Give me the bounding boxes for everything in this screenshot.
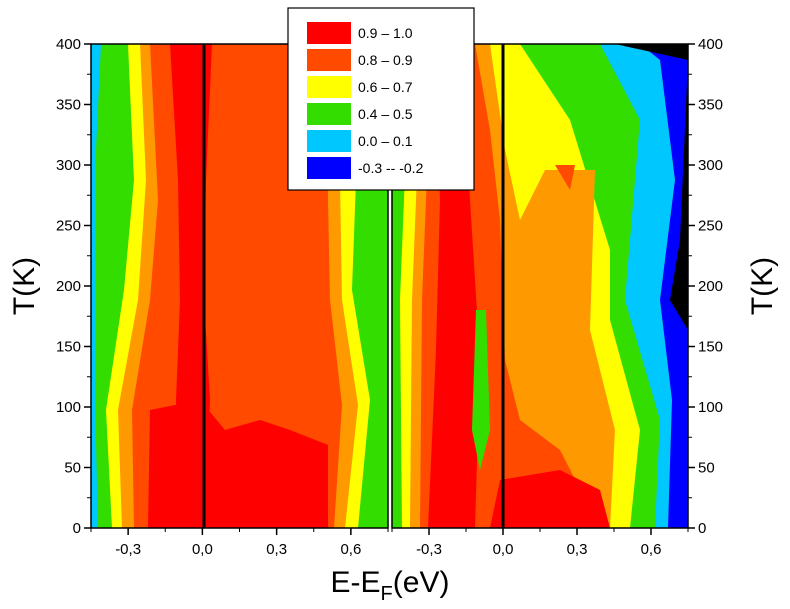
legend-swatch bbox=[307, 130, 351, 152]
left-x-tick-label: 0,3 bbox=[266, 541, 287, 558]
right-y-tick-label: 100 bbox=[698, 399, 723, 416]
right-band-blue bbox=[640, 44, 688, 528]
left-x-tick-label: 0,0 bbox=[192, 541, 213, 558]
left-band-cyan bbox=[91, 44, 101, 528]
right-x-tick-label: 0,6 bbox=[641, 541, 662, 558]
left-y-tick-label: 200 bbox=[56, 278, 81, 295]
right-y-tick-label: 150 bbox=[698, 339, 723, 356]
right-y-tick-label: 350 bbox=[698, 97, 723, 114]
right-band-red-pocket bbox=[555, 165, 575, 190]
right-y-tick-label: 400 bbox=[698, 36, 723, 53]
y-axis-title-left: T(K) bbox=[8, 257, 41, 315]
left-y-tick-label: 0 bbox=[73, 520, 81, 537]
legend-label: 0.8 – 0.9 bbox=[358, 52, 413, 68]
x-axis-title-main: E-E bbox=[331, 566, 381, 599]
legend: 0.9 – 1.0 0.8 – 0.9 0.6 – 0.7 0.4 – 0.5 0.0 … bbox=[287, 7, 475, 191]
legend-swatch bbox=[307, 103, 351, 125]
legend-swatch bbox=[307, 22, 351, 44]
right-x-axis: -0,3 0,0 0,3 0,6 bbox=[391, 528, 689, 558]
legend-label: 0.4 – 0.5 bbox=[358, 106, 413, 122]
x-axis-title: E-EF(eV) bbox=[331, 566, 450, 605]
right-y-tick-label: 200 bbox=[698, 278, 723, 295]
right-y-axis: 0 50 100 150 200 250 300 350 400 bbox=[688, 36, 723, 537]
legend-swatch bbox=[307, 157, 351, 179]
legend-swatch bbox=[307, 76, 351, 98]
legend-label: 0.0 – 0.1 bbox=[358, 133, 413, 149]
left-y-tick-label: 350 bbox=[56, 97, 81, 114]
left-y-tick-label: 300 bbox=[56, 157, 81, 174]
x-axis-title-sub: F bbox=[381, 583, 393, 605]
x-axis-title-unit: (eV) bbox=[393, 566, 450, 599]
right-band-valley bbox=[472, 310, 490, 470]
y-axis-title-right: T(K) bbox=[746, 257, 779, 315]
left-y-tick-label: 400 bbox=[56, 36, 81, 53]
left-y-tick-label: 150 bbox=[56, 339, 81, 356]
right-band-red-bottom bbox=[490, 470, 610, 528]
legend-label: 0.9 – 1.0 bbox=[358, 25, 413, 41]
right-y-tick-label: 250 bbox=[698, 218, 723, 235]
legend-label: 0.6 – 0.7 bbox=[358, 79, 413, 95]
right-x-tick-label: 0,0 bbox=[493, 541, 514, 558]
left-x-tick-label: -0,3 bbox=[115, 541, 141, 558]
left-band-red-2 bbox=[148, 400, 328, 528]
left-y-tick-label: 100 bbox=[56, 399, 81, 416]
legend-swatch bbox=[307, 49, 351, 71]
right-x-tick-label: -0,3 bbox=[416, 541, 442, 558]
right-y-tick-label: 50 bbox=[698, 460, 715, 477]
left-x-axis: -0,3 0,0 0,3 0,6 bbox=[90, 528, 389, 558]
left-y-tick-label: 250 bbox=[56, 218, 81, 235]
right-x-tick-label: 0,3 bbox=[567, 541, 588, 558]
left-y-tick-label: 50 bbox=[64, 460, 81, 477]
right-y-tick-label: 300 bbox=[698, 157, 723, 174]
right-y-tick-label: 0 bbox=[698, 520, 706, 537]
legend-label: -0.3 -- -0.2 bbox=[358, 160, 424, 176]
left-y-axis: 0 50 100 150 200 250 300 350 400 bbox=[56, 36, 91, 537]
right-band-black bbox=[615, 44, 688, 330]
left-x-tick-label: 0,6 bbox=[340, 541, 361, 558]
